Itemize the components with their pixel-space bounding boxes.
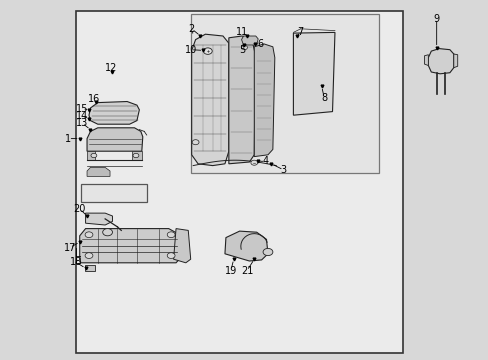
- Text: 15: 15: [76, 104, 88, 114]
- Polygon shape: [453, 54, 457, 68]
- Circle shape: [167, 253, 175, 258]
- Text: 8: 8: [321, 93, 326, 103]
- Polygon shape: [87, 167, 110, 176]
- Text: 14: 14: [76, 111, 88, 121]
- Bar: [190, 14, 378, 173]
- Polygon shape: [254, 44, 274, 157]
- Polygon shape: [224, 231, 267, 261]
- Text: 5: 5: [239, 45, 244, 55]
- Circle shape: [85, 253, 93, 258]
- Text: 4: 4: [262, 156, 268, 166]
- Circle shape: [91, 153, 97, 158]
- Text: 10: 10: [184, 45, 197, 55]
- Text: 2: 2: [188, 24, 194, 34]
- Bar: [76, 11, 403, 353]
- Polygon shape: [89, 102, 139, 124]
- Text: 20: 20: [73, 204, 86, 214]
- Text: 21: 21: [240, 266, 253, 276]
- Circle shape: [250, 160, 257, 165]
- Circle shape: [241, 45, 247, 50]
- Text: 16: 16: [87, 94, 100, 104]
- Polygon shape: [293, 32, 334, 115]
- Bar: [81, 184, 146, 202]
- Text: 3: 3: [280, 165, 286, 175]
- Circle shape: [102, 229, 112, 236]
- Polygon shape: [241, 36, 258, 45]
- Text: 12: 12: [105, 63, 118, 73]
- Polygon shape: [427, 49, 453, 74]
- Polygon shape: [173, 229, 190, 263]
- Text: 11: 11: [235, 27, 248, 37]
- Circle shape: [203, 48, 212, 54]
- Text: 13: 13: [76, 118, 88, 128]
- Text: 18: 18: [69, 257, 82, 267]
- Polygon shape: [228, 36, 255, 164]
- Text: 19: 19: [224, 266, 237, 276]
- Circle shape: [133, 153, 139, 158]
- Circle shape: [167, 232, 175, 238]
- Polygon shape: [424, 55, 427, 66]
- Text: 9: 9: [433, 14, 439, 24]
- Polygon shape: [87, 128, 142, 151]
- Text: 6: 6: [257, 39, 263, 49]
- Circle shape: [85, 232, 93, 238]
- Text: 17: 17: [63, 243, 76, 253]
- Polygon shape: [85, 213, 112, 225]
- Polygon shape: [84, 265, 95, 271]
- Circle shape: [263, 248, 272, 256]
- Text: 1: 1: [65, 134, 71, 144]
- Text: 7: 7: [297, 27, 303, 37]
- Circle shape: [192, 140, 199, 145]
- Polygon shape: [80, 229, 181, 263]
- Polygon shape: [191, 34, 228, 166]
- Polygon shape: [132, 151, 142, 160]
- Polygon shape: [87, 151, 95, 160]
